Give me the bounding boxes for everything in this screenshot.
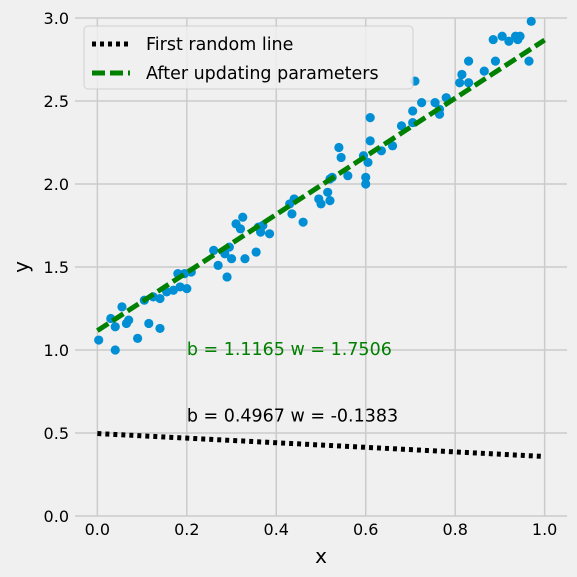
- scatter-point: [361, 179, 371, 189]
- scatter-point: [133, 333, 143, 343]
- scatter-point: [110, 322, 120, 332]
- scatter-point: [298, 217, 308, 227]
- y-tick-label: 0.5: [44, 424, 69, 443]
- scatter-point: [417, 98, 427, 108]
- updated-parameters-line: [96, 37, 546, 333]
- y-tick-label: 0.0: [44, 507, 69, 526]
- x-tick-label: 0.6: [353, 520, 378, 539]
- scatter-point: [457, 69, 467, 80]
- annotation-updated-params: b = 1.1165 w = 1.7506: [187, 340, 392, 360]
- scatter-point: [490, 56, 501, 66]
- scatter-point: [464, 78, 474, 88]
- scatter-point: [213, 260, 223, 270]
- x-axis-label: x: [315, 544, 327, 568]
- y-tick-label: 2.5: [44, 92, 69, 111]
- scatter-point: [124, 315, 134, 325]
- scatter-point: [182, 283, 192, 294]
- scatter-point: [336, 152, 346, 163]
- x-tick-label: 0.0: [85, 520, 110, 539]
- scatter-point: [94, 335, 104, 345]
- scatter-point: [455, 78, 465, 88]
- legend: First random line After updating paramet…: [83, 25, 414, 90]
- scatter-point: [524, 56, 534, 66]
- y-tick-label: 3.0: [44, 9, 69, 28]
- scatter-point: [365, 113, 375, 123]
- scatter-point: [264, 229, 275, 239]
- annotations: b = 1.1165 w = 1.7506 b = 0.4967 w = -0.1…: [187, 340, 398, 426]
- scatter-point: [479, 66, 489, 76]
- grid: [75, 17, 567, 517]
- y-tick-label: 1.5: [44, 258, 69, 277]
- scatter-point: [430, 98, 440, 108]
- scatter-point: [325, 196, 335, 206]
- scatter-point: [323, 187, 333, 197]
- scatter-point: [363, 157, 373, 168]
- scatter-point: [396, 121, 407, 131]
- tick-labels: 0.0 0.2 0.4 0.6 0.8 1.0 0.0 0.5 1.0 1.5 2.0 2.5 3.0: [44, 9, 558, 539]
- first-random-line: [97, 431, 545, 460]
- scatter-point: [238, 212, 248, 222]
- scatter-point: [361, 172, 371, 182]
- scatter-point: [515, 31, 525, 41]
- x-tick-label: 0.8: [442, 520, 467, 539]
- y-axis-label: y: [9, 261, 33, 273]
- scatter-point: [117, 302, 127, 312]
- scatter-point: [408, 106, 418, 116]
- scatter-point: [110, 345, 120, 355]
- scatter-point: [316, 199, 326, 209]
- legend-box: [83, 25, 414, 90]
- regression-lines: [96, 37, 546, 460]
- scatter-point: [155, 323, 165, 334]
- scatter-point: [226, 254, 237, 264]
- scatter-point: [287, 209, 297, 219]
- scatter-point: [504, 36, 514, 46]
- scatter-point: [488, 34, 498, 45]
- x-tick-label: 0.2: [174, 520, 199, 539]
- y-tick-label: 2.0: [44, 175, 69, 194]
- scatter-point: [464, 56, 474, 66]
- y-tick-label: 1.0: [44, 341, 69, 360]
- scatter-point: [526, 16, 536, 26]
- scatter-point: [235, 224, 246, 234]
- scatter-point: [209, 245, 219, 255]
- scatter-point: [222, 272, 232, 282]
- scatter-point: [155, 293, 165, 304]
- scatter-point: [334, 142, 344, 153]
- legend-label-first-line: First random line: [146, 35, 293, 55]
- annotation-first-params: b = 0.4967 w = -0.1383: [187, 406, 398, 426]
- scatter-point: [365, 136, 375, 146]
- scatter-point: [240, 254, 250, 264]
- legend-label-updated-line: After updating parameters: [146, 64, 379, 84]
- x-tick-label: 0.4: [264, 520, 289, 539]
- scatter-point: [497, 31, 507, 41]
- x-tick-label: 1.0: [532, 520, 557, 539]
- scatter-point: [144, 318, 154, 329]
- scatter-point: [387, 141, 398, 151]
- scatter-point: [251, 247, 261, 257]
- scatter-point: [343, 171, 353, 181]
